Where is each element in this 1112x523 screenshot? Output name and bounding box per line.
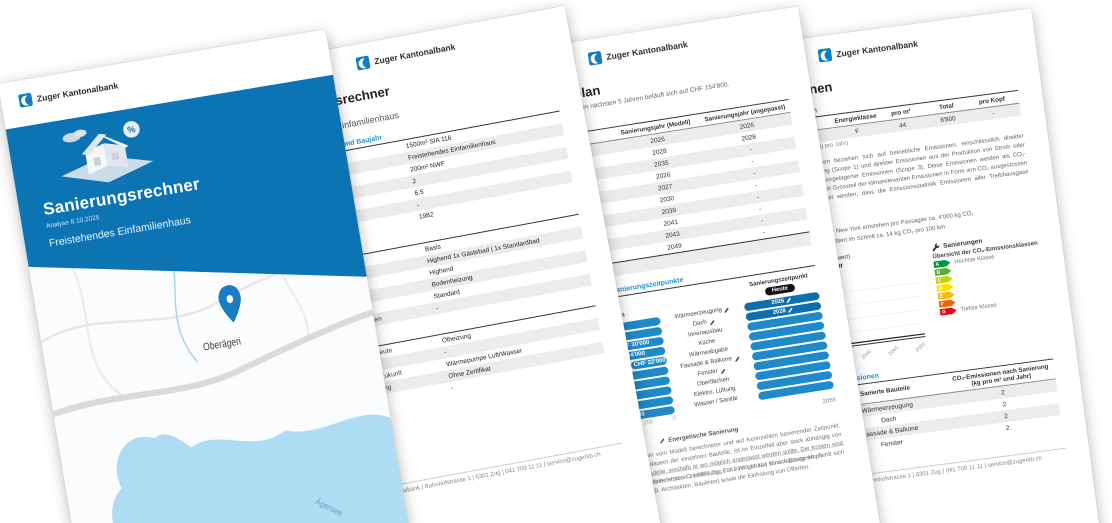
pencil-icon (734, 356, 740, 362)
svg-text:2040: 2040 (860, 348, 873, 360)
pencil-icon (788, 307, 793, 313)
lake-shape (112, 414, 415, 523)
pencil-icon (720, 368, 725, 375)
main-road (52, 309, 374, 418)
component-label: Wärmeerzeugung (667, 305, 738, 323)
timing-pill[interactable]: 2026 (743, 291, 820, 311)
svg-text:%: % (127, 124, 137, 135)
brand-name: Zuger Kantonalbank (36, 79, 119, 104)
bank-logo-icon (355, 55, 371, 71)
pencil-icon (787, 297, 792, 303)
page-plan: Zuger Kantonalbank Sanierungsplan Ihr Re… (472, 6, 899, 523)
svg-text:2050: 2050 (914, 341, 927, 353)
location-map: Oberägeri Ägerisee WILBRUNNEN Google (28, 212, 432, 523)
axis-tick: 0 (672, 415, 677, 422)
pencil-icon (724, 307, 730, 313)
svg-text:2045: 2045 (887, 345, 900, 357)
energy-class-scale: A Höchste Klasse B C D E F G Tiefste Klasse (933, 248, 1045, 316)
cover-hero-panel: % Sanierungsrechner Analyse 8.10.2025 Fr… (6, 75, 367, 332)
bank-logo-icon (817, 47, 833, 63)
percent-badge-icon (122, 120, 141, 139)
bank-logo-icon (587, 50, 603, 66)
component-label: Fenster (676, 364, 747, 382)
bank-logo-icon (18, 92, 34, 108)
component-label: Fassade & Balkone (675, 354, 746, 372)
pencil-icon (709, 319, 715, 326)
pencil-icon (660, 438, 665, 444)
energetic-renovation-legend: Energetische Sanierung (559, 410, 839, 461)
component-label: Dach (669, 315, 740, 333)
map-pin-icon (218, 285, 241, 323)
cost-chart: CHF 49'800Wärmeerzeugung2026CHF 53'000Da… (540, 291, 835, 433)
timing-pill[interactable]: 2028 (745, 301, 822, 321)
house-illustration: % (44, 113, 163, 194)
page-cover: Zuger Kantonalbank Oberägeri (0, 29, 432, 523)
emissions-class-legend: Sanierungen Übersicht der CO₂-Emissionsk… (931, 229, 1051, 352)
wrench-icon (932, 243, 940, 252)
section-cost-chart: Sanierungskosten und Sanierungszeitpunkt… (534, 256, 847, 510)
